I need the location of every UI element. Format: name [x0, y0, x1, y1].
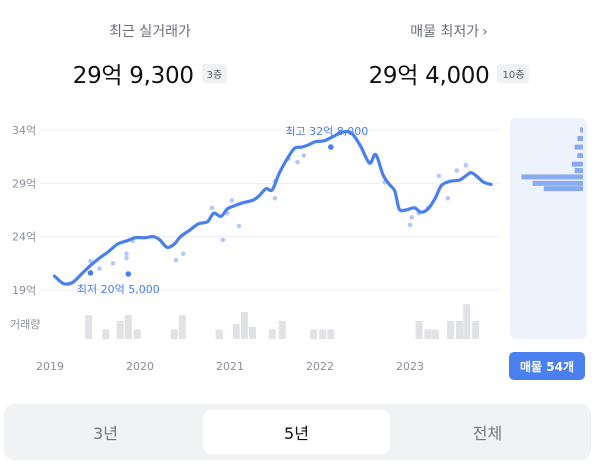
transaction-point [124, 255, 129, 261]
volume-bar [268, 329, 276, 339]
transaction-point [229, 198, 235, 203]
volume-bar [124, 315, 132, 339]
volume-bar [178, 315, 186, 339]
volume-bar [278, 321, 286, 339]
volume-bar [102, 329, 110, 339]
volume-bar [447, 321, 454, 339]
lowest-listing-stat[interactable]: 매물 최저가 › 29억 4,000 10층 [299, 22, 599, 90]
listing-panel [510, 118, 587, 339]
volume-bar [431, 329, 439, 339]
y-tick-label: 19억 [12, 284, 36, 297]
listing-bar [571, 161, 583, 167]
listing-bar [574, 168, 583, 174]
volume-bar [240, 312, 248, 339]
lowest-listing-label[interactable]: 매물 최저가 [410, 24, 480, 40]
listing-bar [574, 144, 583, 150]
transaction-point [409, 215, 415, 220]
volume-bar [319, 329, 327, 339]
x-tick-label: 2023 [396, 360, 424, 373]
min-price-annotation: 최저 20억 5,000 [77, 283, 160, 296]
volume-bar [85, 315, 93, 339]
volume-bar [170, 329, 178, 339]
listing-bar [521, 174, 583, 180]
recent-price-label: 최근 실거래가 [109, 24, 191, 40]
transaction-point [445, 195, 451, 201]
transaction-point [220, 237, 226, 243]
transaction-point [97, 266, 102, 271]
lowest-listing-value: 29억 4,000 [368, 63, 490, 89]
volume-bar [415, 321, 423, 339]
chevron-right-icon[interactable]: › [482, 24, 488, 40]
transaction-point [295, 159, 300, 165]
recent-price-stat: 최근 실거래가 29억 9,300 3층 [0, 22, 300, 90]
x-tick-label: 2022 [306, 360, 334, 373]
listing-bar [532, 180, 583, 186]
y-tick-label: 29억 [12, 177, 36, 190]
transaction-point [236, 223, 242, 229]
volume-bar [249, 327, 256, 339]
volume-bar [215, 329, 223, 339]
tab-all[interactable]: 전체 [472, 424, 503, 443]
volume-bar [133, 329, 141, 339]
transaction-point [124, 251, 129, 257]
y-tick-label: 24억 [12, 231, 36, 244]
price-trend-line [52, 130, 493, 286]
transaction-point [407, 222, 413, 228]
x-tick-label: 2021 [216, 360, 244, 373]
recent-floor-badge: 3층 [201, 63, 228, 83]
volume-bar [424, 329, 432, 339]
transaction-point [209, 205, 215, 211]
listing-bar [577, 153, 583, 159]
transaction-point [272, 195, 278, 201]
volume-bar [116, 321, 124, 339]
volume-axis-label: 거래량 [10, 318, 40, 331]
x-tick-label: 2020 [126, 360, 154, 373]
volume-bar [327, 329, 335, 339]
tab-5-years[interactable]: 5년 [203, 410, 390, 454]
volume-bar [456, 321, 463, 339]
listing-bar [577, 136, 583, 142]
max-price-annotation: 최고 32억 8,000 [285, 125, 368, 138]
listing-bar [580, 127, 583, 133]
lowest-floor-badge: 10층 [497, 63, 530, 83]
highlight-point [328, 144, 334, 150]
x-tick-label: 2019 [36, 360, 64, 373]
listing-count-button[interactable]: 매물 54개 [509, 352, 585, 380]
transaction-point [436, 173, 442, 179]
y-tick-label: 34억 [12, 124, 36, 137]
listing-bar [543, 186, 583, 192]
volume-bar [310, 329, 318, 339]
volume-bar [232, 324, 240, 339]
transaction-point [173, 257, 179, 263]
period-tabs: 3년 5년 전체 [4, 404, 591, 460]
transaction-point [463, 162, 469, 168]
transaction-point [110, 261, 116, 266]
volume-bar [463, 304, 471, 339]
transaction-point [301, 153, 307, 158]
volume-bar [472, 321, 480, 339]
highlight-point [87, 270, 94, 276]
transaction-point [454, 168, 460, 173]
highlight-point [125, 271, 132, 277]
tab-3-years[interactable]: 3년 [93, 424, 118, 443]
transaction-point [180, 251, 186, 257]
recent-price-value: 29억 9,300 [72, 63, 194, 89]
